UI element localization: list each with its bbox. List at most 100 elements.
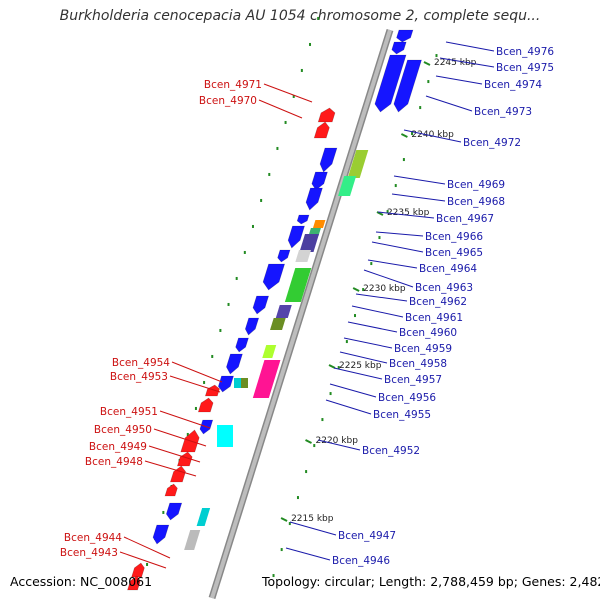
backbone-line: [210, 29, 392, 599]
guide-dot-left: [211, 354, 214, 358]
tick-label: 2220 kbp: [316, 436, 359, 446]
reverse-gene-label[interactable]: Bcen_4950: [94, 424, 152, 436]
forward-gene-label[interactable]: Bcen_4974: [484, 79, 542, 91]
forward-gene-label[interactable]: Bcen_4961: [405, 312, 463, 324]
reverse-gene[interactable]: [176, 451, 193, 467]
guide-dot-left: [276, 146, 279, 150]
forward-gene-label-leader: [285, 547, 331, 561]
forward-gene-label[interactable]: Bcen_4957: [384, 374, 442, 386]
forward-gene[interactable]: [262, 263, 286, 291]
forward-gene-label[interactable]: Bcen_4955: [373, 409, 431, 421]
gene-shape: [391, 41, 407, 55]
forward-gene[interactable]: [244, 317, 260, 336]
forward-gene[interactable]: [305, 187, 323, 211]
forward-gene-label[interactable]: Bcen_4952: [362, 445, 420, 457]
tick-label: 2245 kbp: [434, 58, 477, 68]
forward-gene[interactable]: [252, 295, 270, 315]
reverse-gene[interactable]: [313, 121, 330, 139]
guide-dot-left: [268, 172, 271, 176]
guide-dot-right: [288, 522, 291, 526]
forward-gene-label[interactable]: Bcen_4958: [389, 358, 447, 370]
function-block: [252, 360, 281, 398]
forward-gene-label[interactable]: Bcen_4975: [496, 62, 554, 74]
forward-gene[interactable]: [393, 59, 422, 113]
reverse-gene[interactable]: [164, 483, 178, 497]
forward-gene-label-leader: [367, 259, 418, 269]
forward-gene-label-leader: [377, 211, 435, 219]
forward-gene-label[interactable]: Bcen_4966: [425, 231, 483, 243]
reverse-gene-label-leader: [258, 99, 303, 119]
reverse-gene-label[interactable]: Bcen_4971: [204, 79, 262, 91]
forward-gene-label[interactable]: Bcen_4946: [332, 555, 390, 567]
reverse-gene-label[interactable]: Bcen_4943: [60, 547, 118, 559]
forward-gene-label[interactable]: Bcen_4963: [415, 282, 473, 294]
forward-gene-label[interactable]: Bcen_4964: [419, 263, 477, 275]
reverse-gene-label[interactable]: Bcen_4948: [85, 456, 143, 468]
tick-label: 2225 kbp: [339, 361, 382, 371]
forward-gene[interactable]: [311, 171, 328, 191]
forward-gene[interactable]: [152, 524, 170, 545]
forward-gene[interactable]: [396, 29, 414, 43]
guide-dot-left: [284, 120, 287, 124]
reverse-gene[interactable]: [127, 575, 141, 591]
forward-gene[interactable]: [226, 353, 243, 375]
forward-gene-label-leader: [325, 399, 372, 415]
reverse-gene-label[interactable]: Bcen_4970: [199, 95, 257, 107]
forward-gene[interactable]: [296, 214, 310, 225]
reverse-gene[interactable]: [197, 397, 214, 413]
reverse-gene-label[interactable]: Bcen_4954: [112, 357, 170, 369]
guide-dot-left: [194, 406, 197, 410]
forward-gene-label[interactable]: Bcen_4968: [447, 196, 505, 208]
forward-gene-label[interactable]: Bcen_4959: [394, 343, 452, 355]
reverse-gene-label-leader: [263, 83, 313, 103]
forward-gene[interactable]: [319, 147, 338, 173]
forward-gene-label[interactable]: Bcen_4960: [399, 327, 457, 339]
forward-gene[interactable]: [374, 54, 407, 113]
reverse-gene[interactable]: [169, 465, 186, 483]
forward-gene-label[interactable]: Bcen_4972: [463, 137, 521, 149]
forward-gene-label[interactable]: Bcen_4976: [496, 46, 554, 58]
forward-gene-label[interactable]: Bcen_4947: [338, 530, 396, 542]
reverse-gene-label[interactable]: Bcen_4951: [100, 406, 158, 418]
forward-gene[interactable]: [235, 337, 249, 353]
forward-gene-label-leader: [391, 193, 446, 202]
gene-shape: [217, 375, 234, 393]
gene-shape: [393, 59, 422, 113]
reverse-gene[interactable]: [131, 562, 145, 578]
forward-gene[interactable]: [391, 41, 407, 55]
reverse-gene[interactable]: [204, 384, 220, 397]
reverse-gene-label[interactable]: Bcen_4949: [89, 441, 147, 453]
forward-gene-label-leader: [425, 95, 473, 112]
guide-dot-right: [305, 470, 308, 474]
forward-gene-label[interactable]: Bcen_4969: [447, 179, 505, 191]
gene-shape: [262, 263, 286, 291]
reverse-gene-label-leader: [153, 428, 207, 447]
forward-gene[interactable]: [217, 375, 234, 393]
guide-dot-right: [272, 574, 275, 578]
gene-shape: [127, 575, 141, 591]
forward-gene[interactable]: [277, 249, 291, 263]
guide-dot-left: [235, 276, 238, 280]
forward-gene-label[interactable]: Bcen_4962: [409, 296, 467, 308]
forward-gene-label[interactable]: Bcen_4973: [474, 106, 532, 118]
forward-gene[interactable]: [165, 502, 183, 521]
reverse-gene-label-leader: [123, 536, 171, 559]
tick-mark: [328, 364, 336, 369]
reverse-gene-label[interactable]: Bcen_4953: [110, 371, 168, 383]
gene-shape: [252, 295, 270, 315]
forward-gene-label[interactable]: Bcen_4965: [425, 247, 483, 259]
gene-shape: [164, 483, 178, 497]
forward-gene-label[interactable]: Bcen_4967: [436, 213, 494, 225]
forward-gene-label-leader: [435, 75, 483, 85]
tick-label: 2235 kbp: [387, 208, 430, 218]
guide-dot-left: [292, 94, 295, 98]
forward-gene-label-leader: [355, 293, 408, 302]
tick-mark: [400, 133, 408, 138]
reverse-gene[interactable]: [317, 107, 336, 123]
reverse-gene-label[interactable]: Bcen_4944: [64, 532, 122, 544]
function-block: [241, 378, 248, 388]
forward-gene[interactable]: [287, 225, 305, 249]
forward-gene-label[interactable]: Bcen_4956: [378, 392, 436, 404]
function-block: [196, 508, 211, 526]
